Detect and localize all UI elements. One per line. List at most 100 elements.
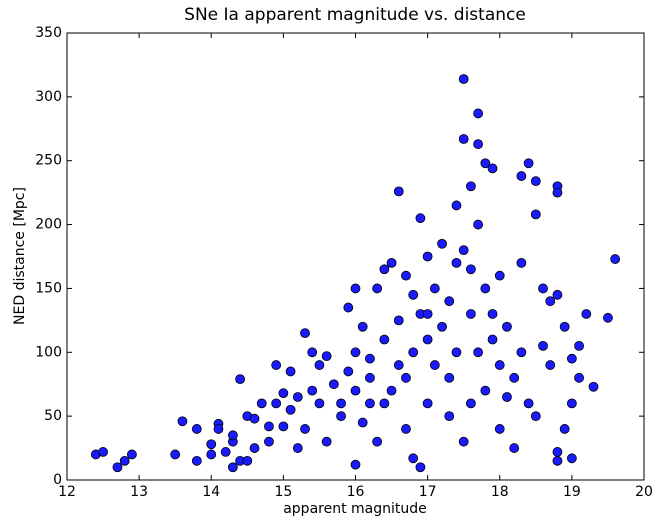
- point: [502, 392, 512, 402]
- point: [350, 459, 361, 470]
- point: [365, 372, 375, 383]
- point: [357, 321, 368, 332]
- point: [401, 424, 411, 434]
- point: [379, 264, 390, 275]
- point: [523, 158, 534, 169]
- point: [278, 388, 289, 399]
- point: [444, 296, 455, 307]
- x-tick-label: 19: [563, 484, 581, 500]
- point: [415, 213, 426, 224]
- point: [292, 443, 303, 453]
- point: [127, 449, 137, 460]
- point: [516, 347, 527, 358]
- point: [206, 449, 217, 460]
- point: [350, 283, 361, 294]
- point: [393, 186, 404, 197]
- point: [227, 462, 238, 473]
- point: [458, 436, 469, 447]
- point: [458, 134, 469, 144]
- x-axis-label: apparent magnitude: [283, 501, 427, 517]
- point: [401, 372, 411, 383]
- point: [256, 398, 267, 409]
- point: [545, 360, 556, 370]
- y-tick-label: 350: [35, 25, 62, 41]
- point: [588, 381, 599, 392]
- point: [437, 238, 447, 249]
- point: [379, 334, 390, 345]
- point: [502, 321, 512, 332]
- point: [552, 187, 563, 198]
- point: [465, 181, 476, 192]
- point: [300, 424, 310, 434]
- point: [307, 347, 318, 358]
- point: [538, 340, 548, 351]
- point: [408, 347, 419, 358]
- point: [220, 447, 231, 457]
- point: [191, 424, 202, 434]
- point: [458, 74, 469, 84]
- point: [509, 372, 520, 383]
- point: [530, 176, 541, 187]
- point: [559, 424, 570, 434]
- point: [487, 334, 498, 345]
- point: [444, 372, 455, 383]
- point: [559, 321, 570, 332]
- point: [545, 296, 556, 307]
- point: [379, 398, 390, 409]
- point: [603, 312, 613, 323]
- point: [494, 424, 505, 434]
- x-tick-label: 16: [347, 484, 365, 500]
- point: [350, 347, 361, 358]
- chart-title: SNe Ia apparent magnitude vs. distance: [184, 5, 526, 25]
- y-tick-label: 0: [53, 472, 62, 488]
- point: [422, 334, 433, 345]
- point: [408, 289, 419, 300]
- point: [530, 209, 541, 220]
- x-tick-label: 15: [274, 484, 292, 500]
- point: [458, 245, 469, 256]
- point: [566, 398, 577, 409]
- point: [235, 374, 246, 385]
- point: [372, 436, 383, 447]
- point: [321, 436, 332, 447]
- point: [487, 309, 498, 319]
- point: [422, 251, 433, 262]
- point: [516, 171, 527, 181]
- point: [429, 360, 440, 370]
- point: [451, 257, 462, 268]
- point: [350, 385, 361, 396]
- point: [177, 416, 188, 427]
- point: [343, 302, 354, 313]
- point: [422, 309, 433, 319]
- point: [516, 257, 527, 268]
- point: [328, 379, 339, 390]
- point: [271, 398, 282, 409]
- point: [530, 411, 541, 422]
- point: [566, 353, 577, 364]
- point: [552, 455, 563, 466]
- point: [451, 347, 462, 358]
- point: [365, 398, 375, 409]
- point: [523, 398, 534, 409]
- point: [401, 270, 411, 281]
- point: [422, 398, 433, 409]
- y-tick-label: 100: [35, 344, 62, 360]
- y-tick-label: 50: [44, 408, 62, 424]
- point: [206, 439, 217, 450]
- point: [465, 398, 476, 409]
- point: [249, 443, 260, 453]
- y-tick-label: 300: [35, 89, 62, 105]
- x-tick-label: 12: [58, 484, 76, 500]
- point: [552, 289, 563, 300]
- point: [170, 449, 181, 460]
- point: [393, 360, 404, 370]
- x-tick-label: 14: [202, 484, 220, 500]
- point: [451, 200, 462, 211]
- point: [552, 447, 563, 457]
- point: [314, 360, 325, 370]
- point: [566, 453, 577, 464]
- point: [213, 424, 224, 434]
- point: [415, 462, 426, 473]
- point: [473, 219, 484, 230]
